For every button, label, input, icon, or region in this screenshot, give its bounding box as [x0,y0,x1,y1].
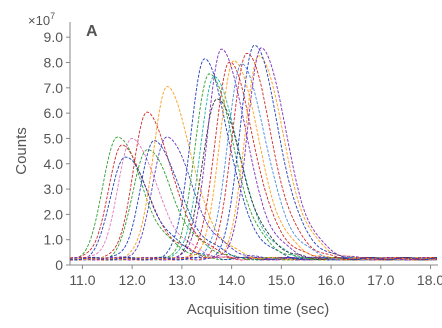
x-tick-label: 13.0 [168,272,195,288]
series-line [70,137,437,261]
axes: 0 1.0 2.0 3.0 4.0 5.0 6.0 7.0 8.0 9.0 11.0 12.0 13.0… [44,22,442,288]
y-tick-label: 2.0 [44,206,64,222]
x-tick-label: 14.0 [218,272,245,288]
series-line [69,63,438,261]
x-tick-label: 18.0 [417,272,442,288]
y-tick-label: 3.0 [44,181,64,197]
y-multiplier-exponent: 7 [50,11,55,21]
y-tick-label: 1.0 [44,232,64,248]
series-layer [69,44,438,261]
series-line [70,156,438,261]
series-line [70,73,438,261]
x-tick-label: 15.0 [268,272,295,288]
series-line [69,136,438,261]
x-tick-label: 11.0 [69,272,95,288]
y-tick-label: 0 [55,257,63,273]
series-line [69,140,438,261]
series-line [69,55,437,261]
series-line [69,111,438,261]
y-tick-label: 5.0 [44,130,64,146]
series-line [69,44,438,261]
series-line [69,136,438,261]
series-line [69,47,438,261]
panel-label: A [86,23,98,40]
y-tick-label: 9.0 [44,29,64,45]
y-multiplier-base: ×10 [28,13,50,28]
series-line [69,60,438,261]
x-axis-label: Acquisition time (sec) [187,301,330,318]
series-line [70,52,438,261]
x-tick-label: 12.0 [119,272,146,288]
y-tick-label: 8.0 [44,55,64,71]
y-tick-label: 4.0 [44,156,64,172]
series-line [69,61,438,261]
series-line [69,48,438,261]
series-line [69,144,438,261]
series-line [69,86,438,261]
y-multiplier: ×107 [28,11,55,28]
y-tick-label: 6.0 [44,105,64,121]
x-tick-label: 17.0 [367,272,394,288]
x-tick-label: 16.0 [317,272,344,288]
series-line [69,98,438,261]
y-axis-label: Counts [13,127,30,175]
y-tick-label: 7.0 [44,80,64,96]
